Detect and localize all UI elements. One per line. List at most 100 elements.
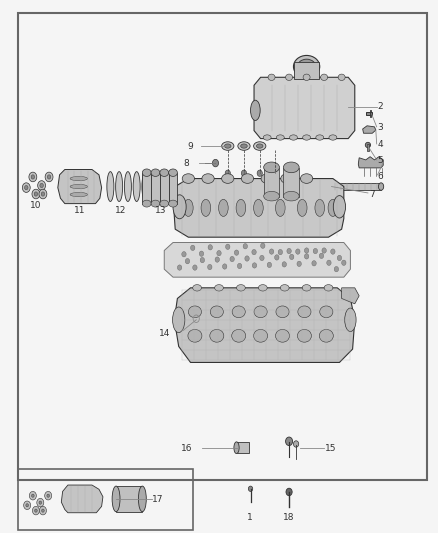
Circle shape — [313, 248, 318, 254]
Ellipse shape — [151, 200, 160, 207]
Text: 18: 18 — [283, 513, 294, 521]
Circle shape — [25, 185, 28, 190]
Ellipse shape — [210, 329, 224, 342]
Ellipse shape — [276, 306, 289, 318]
Ellipse shape — [264, 162, 279, 173]
Ellipse shape — [70, 184, 88, 189]
Ellipse shape — [254, 199, 263, 216]
Ellipse shape — [276, 199, 285, 216]
Ellipse shape — [268, 74, 275, 80]
Ellipse shape — [202, 174, 214, 183]
Ellipse shape — [188, 329, 202, 342]
Ellipse shape — [254, 329, 268, 342]
Bar — [160, 173, 169, 204]
Circle shape — [293, 441, 299, 447]
Circle shape — [26, 504, 28, 507]
Ellipse shape — [70, 192, 88, 197]
Circle shape — [243, 244, 247, 249]
Circle shape — [40, 183, 43, 188]
Polygon shape — [164, 243, 350, 277]
Ellipse shape — [237, 285, 245, 291]
Text: 11: 11 — [74, 206, 85, 214]
Text: 10: 10 — [30, 201, 42, 210]
Ellipse shape — [283, 162, 299, 173]
Circle shape — [296, 249, 300, 254]
Ellipse shape — [328, 199, 338, 216]
Ellipse shape — [321, 74, 328, 80]
Ellipse shape — [254, 142, 266, 150]
Circle shape — [37, 498, 44, 507]
Ellipse shape — [112, 486, 120, 512]
Circle shape — [312, 261, 316, 266]
Bar — [370, 110, 371, 117]
Polygon shape — [61, 485, 103, 513]
Text: 12: 12 — [115, 206, 126, 214]
Circle shape — [287, 248, 291, 254]
Text: 17: 17 — [152, 496, 164, 504]
Ellipse shape — [297, 59, 316, 74]
Circle shape — [29, 491, 36, 500]
Circle shape — [182, 252, 186, 257]
Circle shape — [237, 263, 242, 269]
Ellipse shape — [222, 174, 234, 183]
Ellipse shape — [238, 142, 250, 150]
Circle shape — [248, 486, 253, 491]
Ellipse shape — [151, 172, 158, 201]
Circle shape — [331, 249, 335, 254]
Ellipse shape — [188, 306, 201, 318]
Bar — [331, 183, 381, 190]
Bar — [237, 442, 249, 453]
Ellipse shape — [256, 144, 263, 148]
Ellipse shape — [236, 199, 246, 216]
Ellipse shape — [219, 199, 228, 216]
Ellipse shape — [333, 196, 346, 218]
Circle shape — [47, 175, 51, 179]
Ellipse shape — [298, 306, 311, 318]
Circle shape — [191, 245, 195, 251]
Circle shape — [269, 249, 274, 254]
Ellipse shape — [160, 200, 169, 207]
Polygon shape — [342, 288, 359, 304]
Circle shape — [257, 170, 262, 176]
Ellipse shape — [222, 142, 234, 150]
Circle shape — [241, 170, 247, 176]
Ellipse shape — [281, 174, 293, 183]
Ellipse shape — [142, 172, 149, 201]
Ellipse shape — [261, 174, 273, 183]
Ellipse shape — [300, 174, 313, 183]
Text: 6: 6 — [378, 173, 383, 181]
Circle shape — [261, 243, 265, 248]
Circle shape — [275, 255, 279, 260]
Circle shape — [208, 264, 212, 270]
Bar — [169, 173, 177, 204]
Ellipse shape — [303, 74, 310, 80]
Ellipse shape — [276, 329, 290, 342]
Ellipse shape — [70, 176, 88, 181]
Ellipse shape — [225, 144, 231, 148]
Ellipse shape — [173, 307, 185, 333]
Circle shape — [319, 253, 324, 259]
Bar — [18, 469, 193, 530]
Circle shape — [45, 172, 53, 182]
Circle shape — [32, 494, 34, 497]
Ellipse shape — [319, 329, 333, 342]
Circle shape — [267, 262, 272, 268]
Ellipse shape — [151, 169, 160, 176]
Ellipse shape — [302, 285, 311, 291]
Text: 3: 3 — [378, 124, 383, 132]
Bar — [294, 62, 319, 79]
Ellipse shape — [184, 199, 193, 216]
Text: 2: 2 — [378, 102, 383, 111]
Bar — [18, 13, 427, 480]
Ellipse shape — [280, 285, 289, 291]
Ellipse shape — [338, 74, 345, 80]
Circle shape — [322, 248, 326, 253]
Ellipse shape — [264, 191, 279, 201]
Polygon shape — [254, 77, 355, 139]
Circle shape — [22, 183, 30, 192]
Text: 4: 4 — [378, 141, 383, 149]
Bar — [283, 168, 299, 197]
Ellipse shape — [315, 199, 325, 216]
Ellipse shape — [328, 182, 334, 191]
Circle shape — [31, 175, 35, 179]
